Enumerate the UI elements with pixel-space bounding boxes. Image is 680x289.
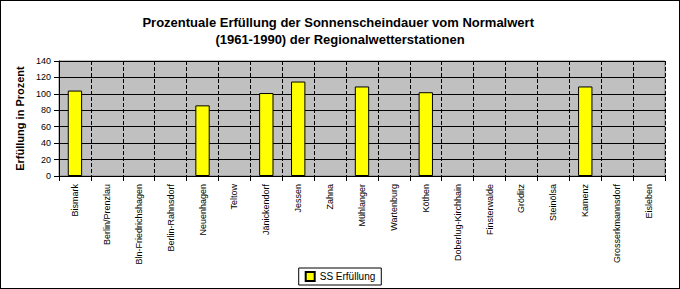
svg-text:100: 100 [36, 89, 51, 99]
svg-text:20: 20 [41, 155, 51, 165]
svg-text:Bln-Friedrichshagen: Bln-Friedrichshagen [134, 184, 144, 265]
svg-text:Wartenburg: Wartenburg [389, 184, 399, 231]
svg-text:Jessen: Jessen [293, 184, 303, 213]
svg-text:(1961-1990) der Regionalwetter: (1961-1990) der Regionalwetterstationen [215, 32, 464, 47]
svg-text:Kamenz: Kamenz [580, 184, 590, 218]
svg-text:Grosserkmannsdorf: Grosserkmannsdorf [612, 184, 622, 264]
svg-text:60: 60 [41, 122, 51, 132]
svg-text:140: 140 [36, 56, 51, 66]
svg-text:Berlin/Prenzlau: Berlin/Prenzlau [102, 184, 112, 245]
svg-text:Mühlanger: Mühlanger [357, 184, 367, 227]
svg-text:SS Erfüllung: SS Erfüllung [320, 271, 376, 282]
svg-text:40: 40 [41, 138, 51, 148]
svg-text:Gröditz: Gröditz [516, 184, 526, 214]
svg-text:120: 120 [36, 72, 51, 82]
svg-text:Prozentuale Erfüllung der Sonn: Prozentuale Erfüllung der Sonnenscheinda… [142, 15, 537, 30]
svg-text:Eisleben: Eisleben [644, 184, 654, 219]
svg-text:Jänickendorf: Jänickendorf [261, 184, 271, 236]
svg-text:Neuenhagen: Neuenhagen [198, 184, 208, 236]
svg-text:80: 80 [41, 105, 51, 115]
svg-text:0: 0 [46, 171, 51, 181]
svg-text:Doberlug-Kirchhain: Doberlug-Kirchhain [453, 184, 463, 261]
svg-text:Berlin-Rahnsdorf: Berlin-Rahnsdorf [166, 184, 176, 252]
svg-text:Bismark: Bismark [70, 184, 80, 217]
svg-text:Teltow: Teltow [229, 184, 239, 210]
svg-text:Zahna: Zahna [325, 184, 335, 210]
svg-text:Köthen: Köthen [421, 184, 431, 213]
svg-text:Steinölsa: Steinölsa [548, 184, 558, 221]
svg-text:Erfüllung in Prozent: Erfüllung in Prozent [14, 66, 26, 171]
svg-text:Finsterwalde: Finsterwalde [485, 184, 495, 235]
